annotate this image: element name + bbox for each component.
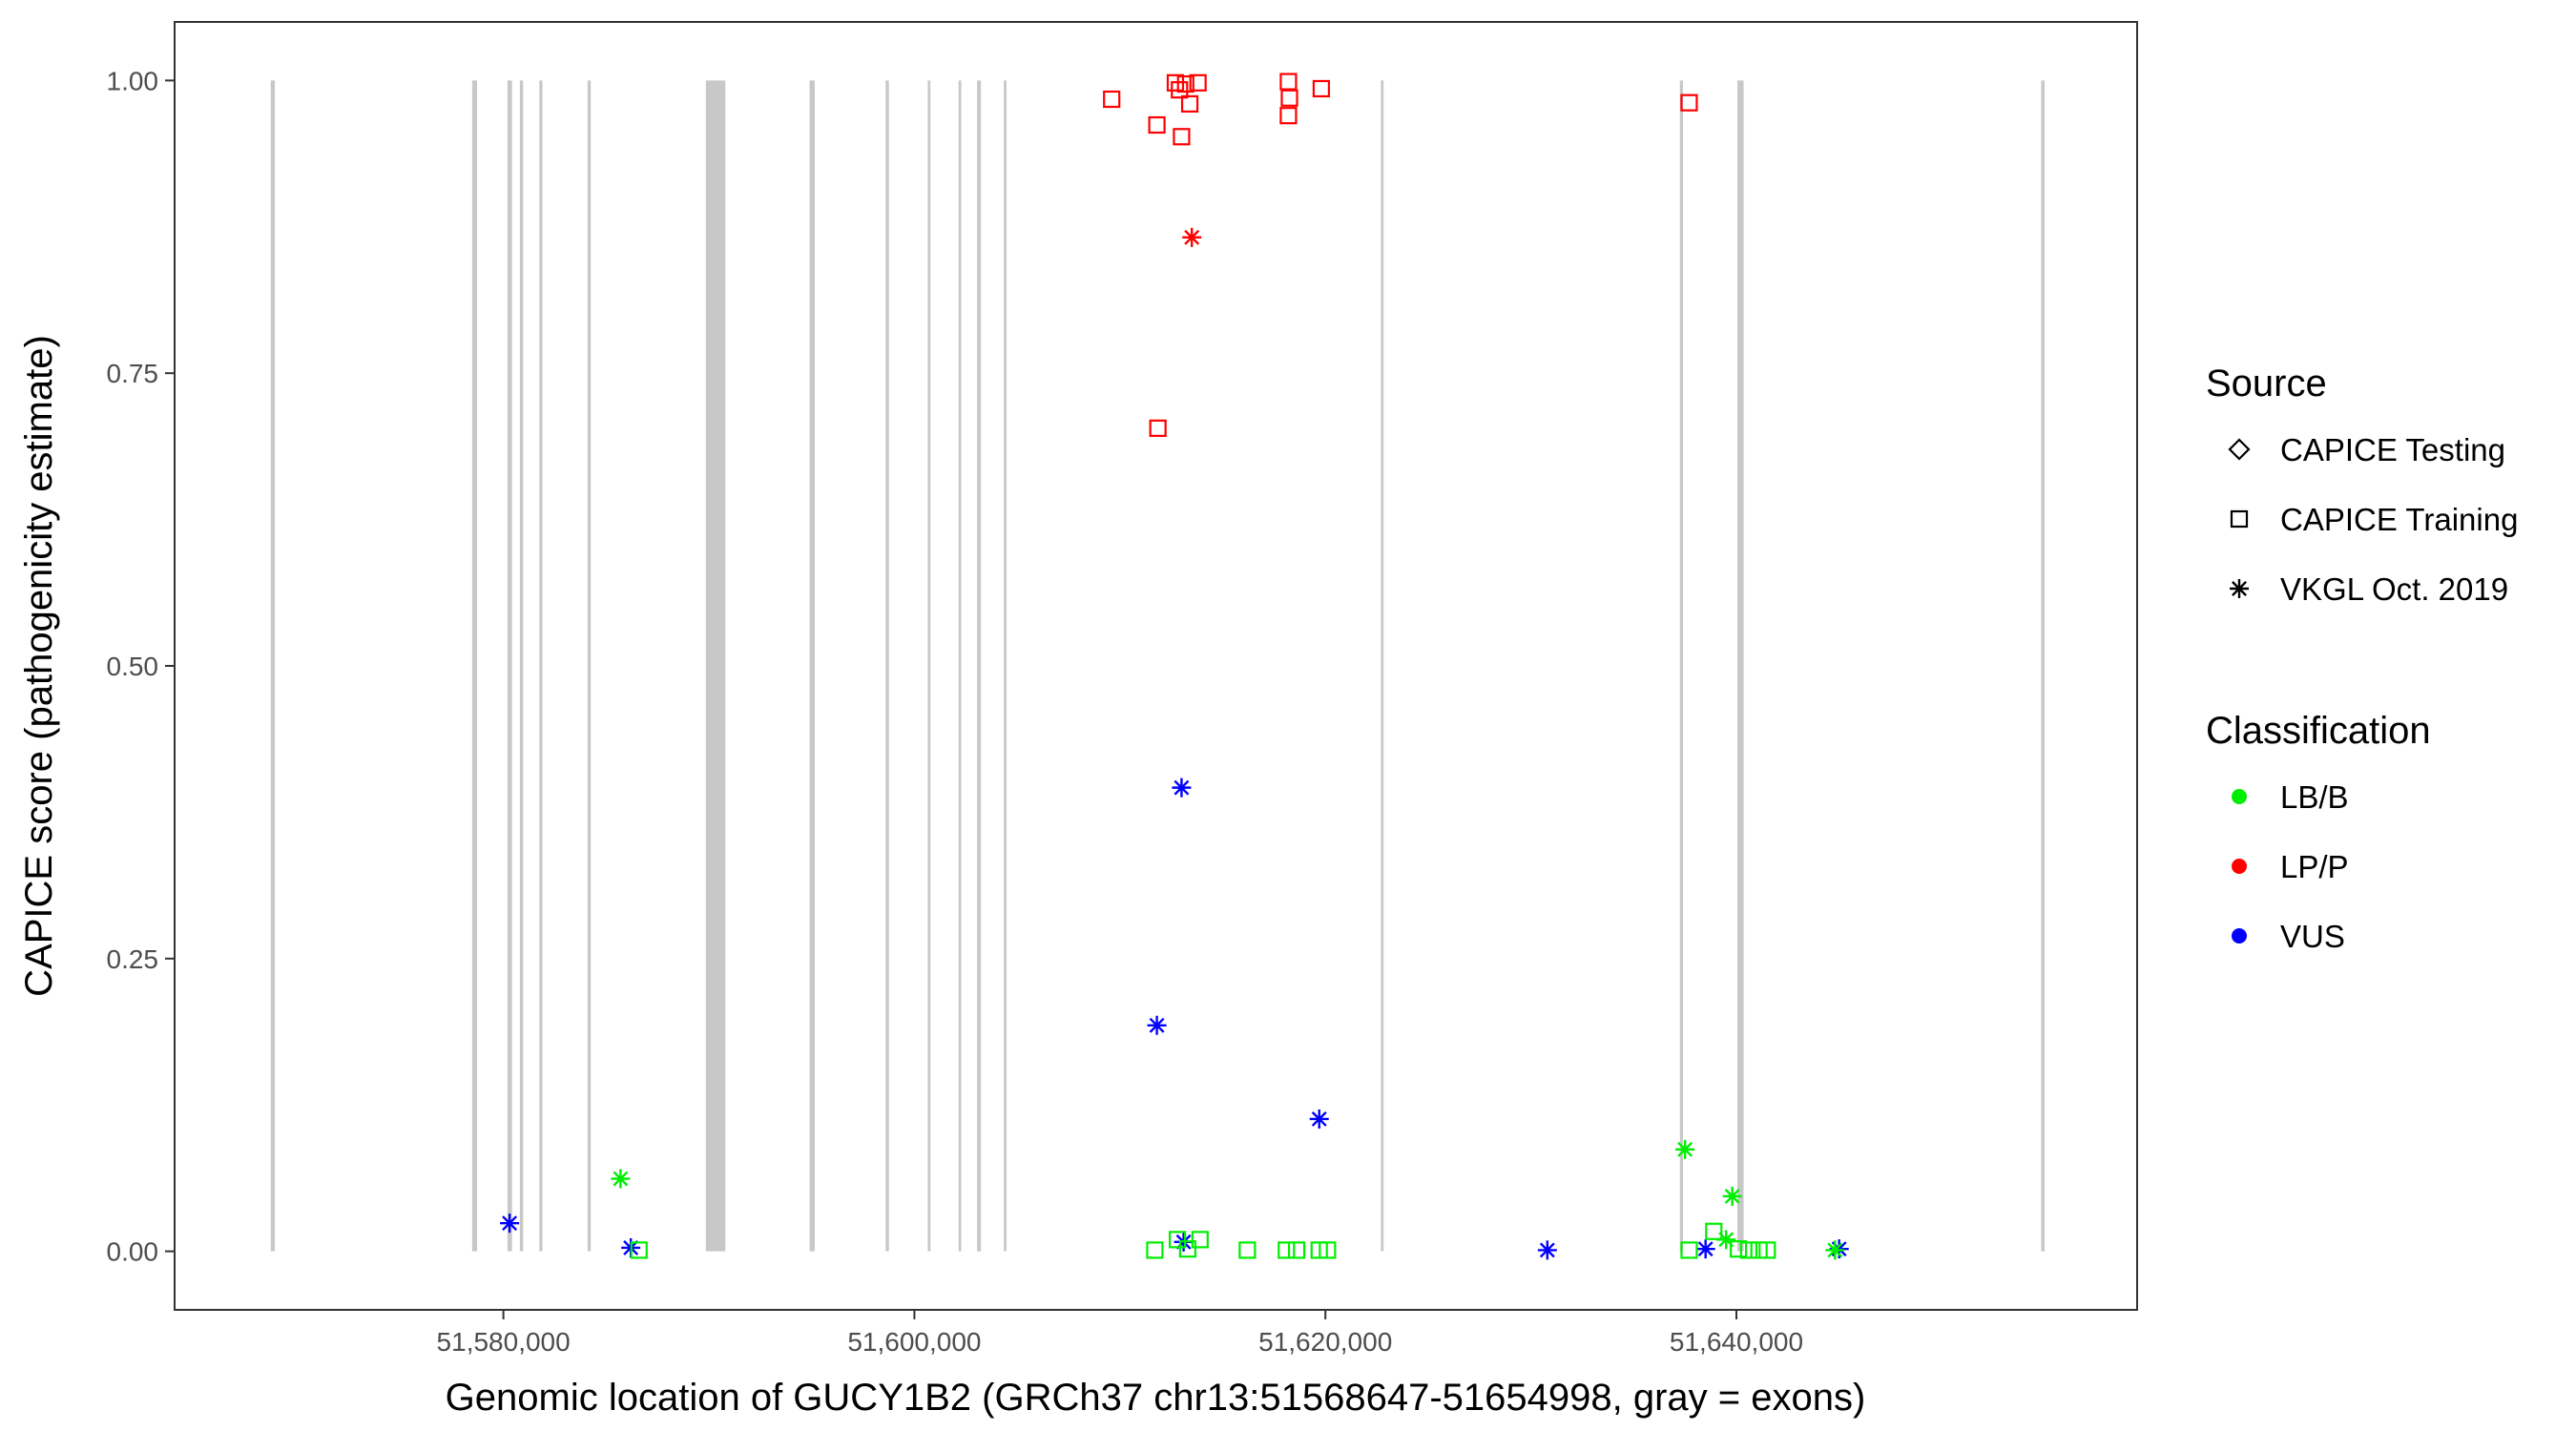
exon-band [2041,80,2046,1252]
x-tick-label: 51,600,000 [847,1327,981,1357]
exon-band [1381,80,1384,1252]
data-point [1189,73,1207,92]
data-point [1149,419,1167,437]
y-tick-label: 0.25 [107,944,159,974]
data-point [1312,79,1330,98]
data-point [1758,1241,1776,1259]
exon-band [471,80,478,1252]
data-point [611,1169,631,1189]
data-point [1169,1231,1187,1249]
data-point [1172,778,1192,798]
y-tick-label: 0.75 [107,359,159,388]
data-point [1705,1222,1723,1240]
legend: Source Classification CAPICE Testing CAPI… [2206,363,2518,954]
y-tick-label: 0.00 [107,1237,159,1267]
legend-classification-title: Classification [2206,710,2431,752]
y-tick-label: 1.00 [107,66,159,95]
data-point [1309,1109,1329,1129]
data-point [1178,1240,1196,1258]
legend-key-color [2232,859,2247,874]
legend-key-diamond [2228,438,2251,461]
data-point [1238,1241,1257,1259]
exon-band [927,80,931,1252]
exon-band [539,80,543,1252]
x-tick-label: 51,580,000 [437,1327,571,1357]
legend-classification-label: LB/B [2280,779,2349,815]
legend-source-label: CAPICE Testing [2280,432,2505,467]
x-axis-title: Genomic location of GUCY1B2 (GRCh37 chr1… [446,1377,1866,1419]
data-point [1722,1186,1742,1206]
legend-key-color [2232,789,2247,804]
x-tick-label: 51,640,000 [1670,1327,1803,1357]
exon-band [885,80,889,1252]
plot-panel-border [174,21,2138,1311]
data-point [1176,74,1195,93]
data-point [1825,1240,1845,1260]
legend-key-asterisk [2230,579,2249,598]
exon-band [1737,80,1744,1252]
legend-source-label: CAPICE Training [2280,502,2518,537]
data-point [1537,1240,1557,1260]
legend-source-title: Source [2206,363,2327,404]
exon-band [977,80,982,1252]
data-point [1739,1241,1758,1259]
data-point [1287,1241,1306,1259]
data-point [500,1213,520,1234]
data-point [1103,90,1121,109]
y-tick-label: 0.50 [107,652,159,681]
data-point [1191,1231,1209,1249]
data-point [630,1241,648,1259]
data-point [1319,1241,1337,1259]
x-tick-label: 51,620,000 [1258,1327,1392,1357]
legend-source-label: VKGL Oct. 2019 [2280,571,2508,607]
exon-band [705,80,726,1252]
legend-classification-label: VUS [2280,919,2345,954]
data-point [1180,94,1199,114]
data-point [1278,1241,1296,1259]
data-point [1695,1239,1715,1259]
exon-band [1679,80,1683,1252]
exon-band [507,80,512,1252]
exon-band [519,80,524,1252]
data-point [1279,107,1298,125]
data-point [1280,89,1298,107]
data-point [1829,1239,1849,1259]
data-point [1148,115,1166,135]
data-point [1279,73,1298,91]
exon-bands [270,80,2046,1252]
data-point [1730,1240,1748,1258]
data-point [1680,93,1698,112]
exon-band [809,80,815,1252]
data-point [1173,128,1191,146]
data-point [1680,1241,1698,1259]
data-point [1146,1241,1164,1259]
data-point [1147,1015,1167,1035]
exon-band [587,80,592,1252]
legend-classification-label: LP/P [2280,849,2349,884]
legend-key-color [2232,928,2247,944]
exon-band [958,80,962,1252]
axes: 0.00 0.25 0.50 0.75 1.00 51,580,000 51,600,000… [107,66,1804,1357]
exon-band [270,80,276,1252]
data-points [500,73,1849,1260]
data-point [1182,227,1202,247]
exon-band [1004,80,1007,1252]
data-point [1716,1230,1736,1250]
data-point [1171,81,1189,99]
legend-key-square [2230,509,2249,529]
data-point [1675,1139,1695,1159]
y-axis-title: CAPICE score (pathogenicity estimate) [18,335,60,997]
